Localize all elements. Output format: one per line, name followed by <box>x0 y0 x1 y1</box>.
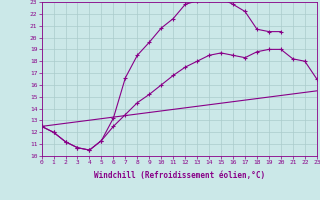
X-axis label: Windchill (Refroidissement éolien,°C): Windchill (Refroidissement éolien,°C) <box>94 171 265 180</box>
